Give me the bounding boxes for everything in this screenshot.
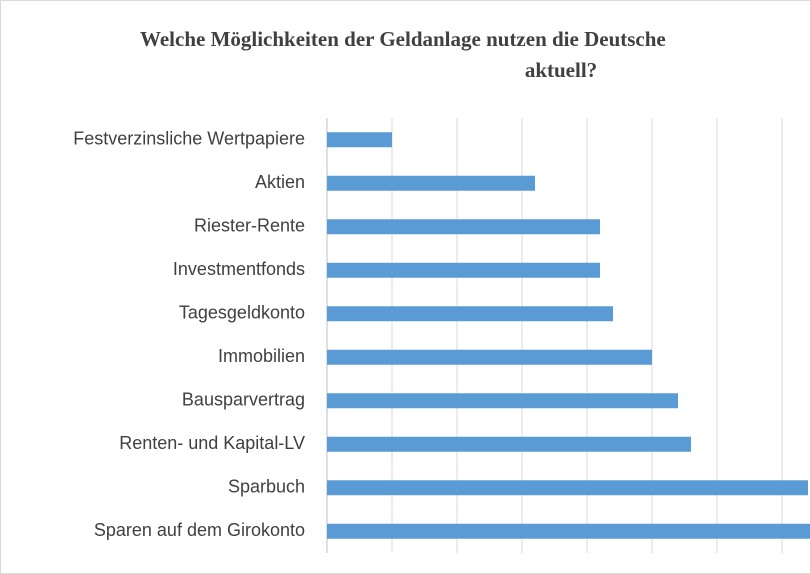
bar <box>327 436 691 452</box>
bar <box>327 393 678 409</box>
plot-area <box>326 118 810 553</box>
category-label: Aktien <box>255 172 305 192</box>
bar <box>327 219 600 235</box>
category-label: Bausparvertrag <box>182 390 305 410</box>
bar <box>327 262 600 278</box>
category-label: Renten- und Kapital-LV <box>119 433 305 453</box>
bar <box>327 175 535 191</box>
bar <box>327 523 810 539</box>
category-label: Immobilien <box>218 346 305 366</box>
bar <box>327 349 652 365</box>
category-label: Sparbuch <box>228 477 305 497</box>
category-label: Festverzinsliche Wertpapiere <box>73 129 305 149</box>
category-label: Sparen auf dem Girokonto <box>94 520 305 540</box>
category-label: Tagesgeldkonto <box>179 303 305 323</box>
category-label: Investmentfonds <box>173 259 305 279</box>
chart-title: Welche Möglichkeiten der Geldanlage nutz… <box>140 27 666 51</box>
chart-title: aktuell? <box>525 58 597 82</box>
bar <box>327 480 808 496</box>
bar <box>327 132 392 148</box>
bar <box>327 306 613 322</box>
category-label: Riester-Rente <box>194 216 305 236</box>
